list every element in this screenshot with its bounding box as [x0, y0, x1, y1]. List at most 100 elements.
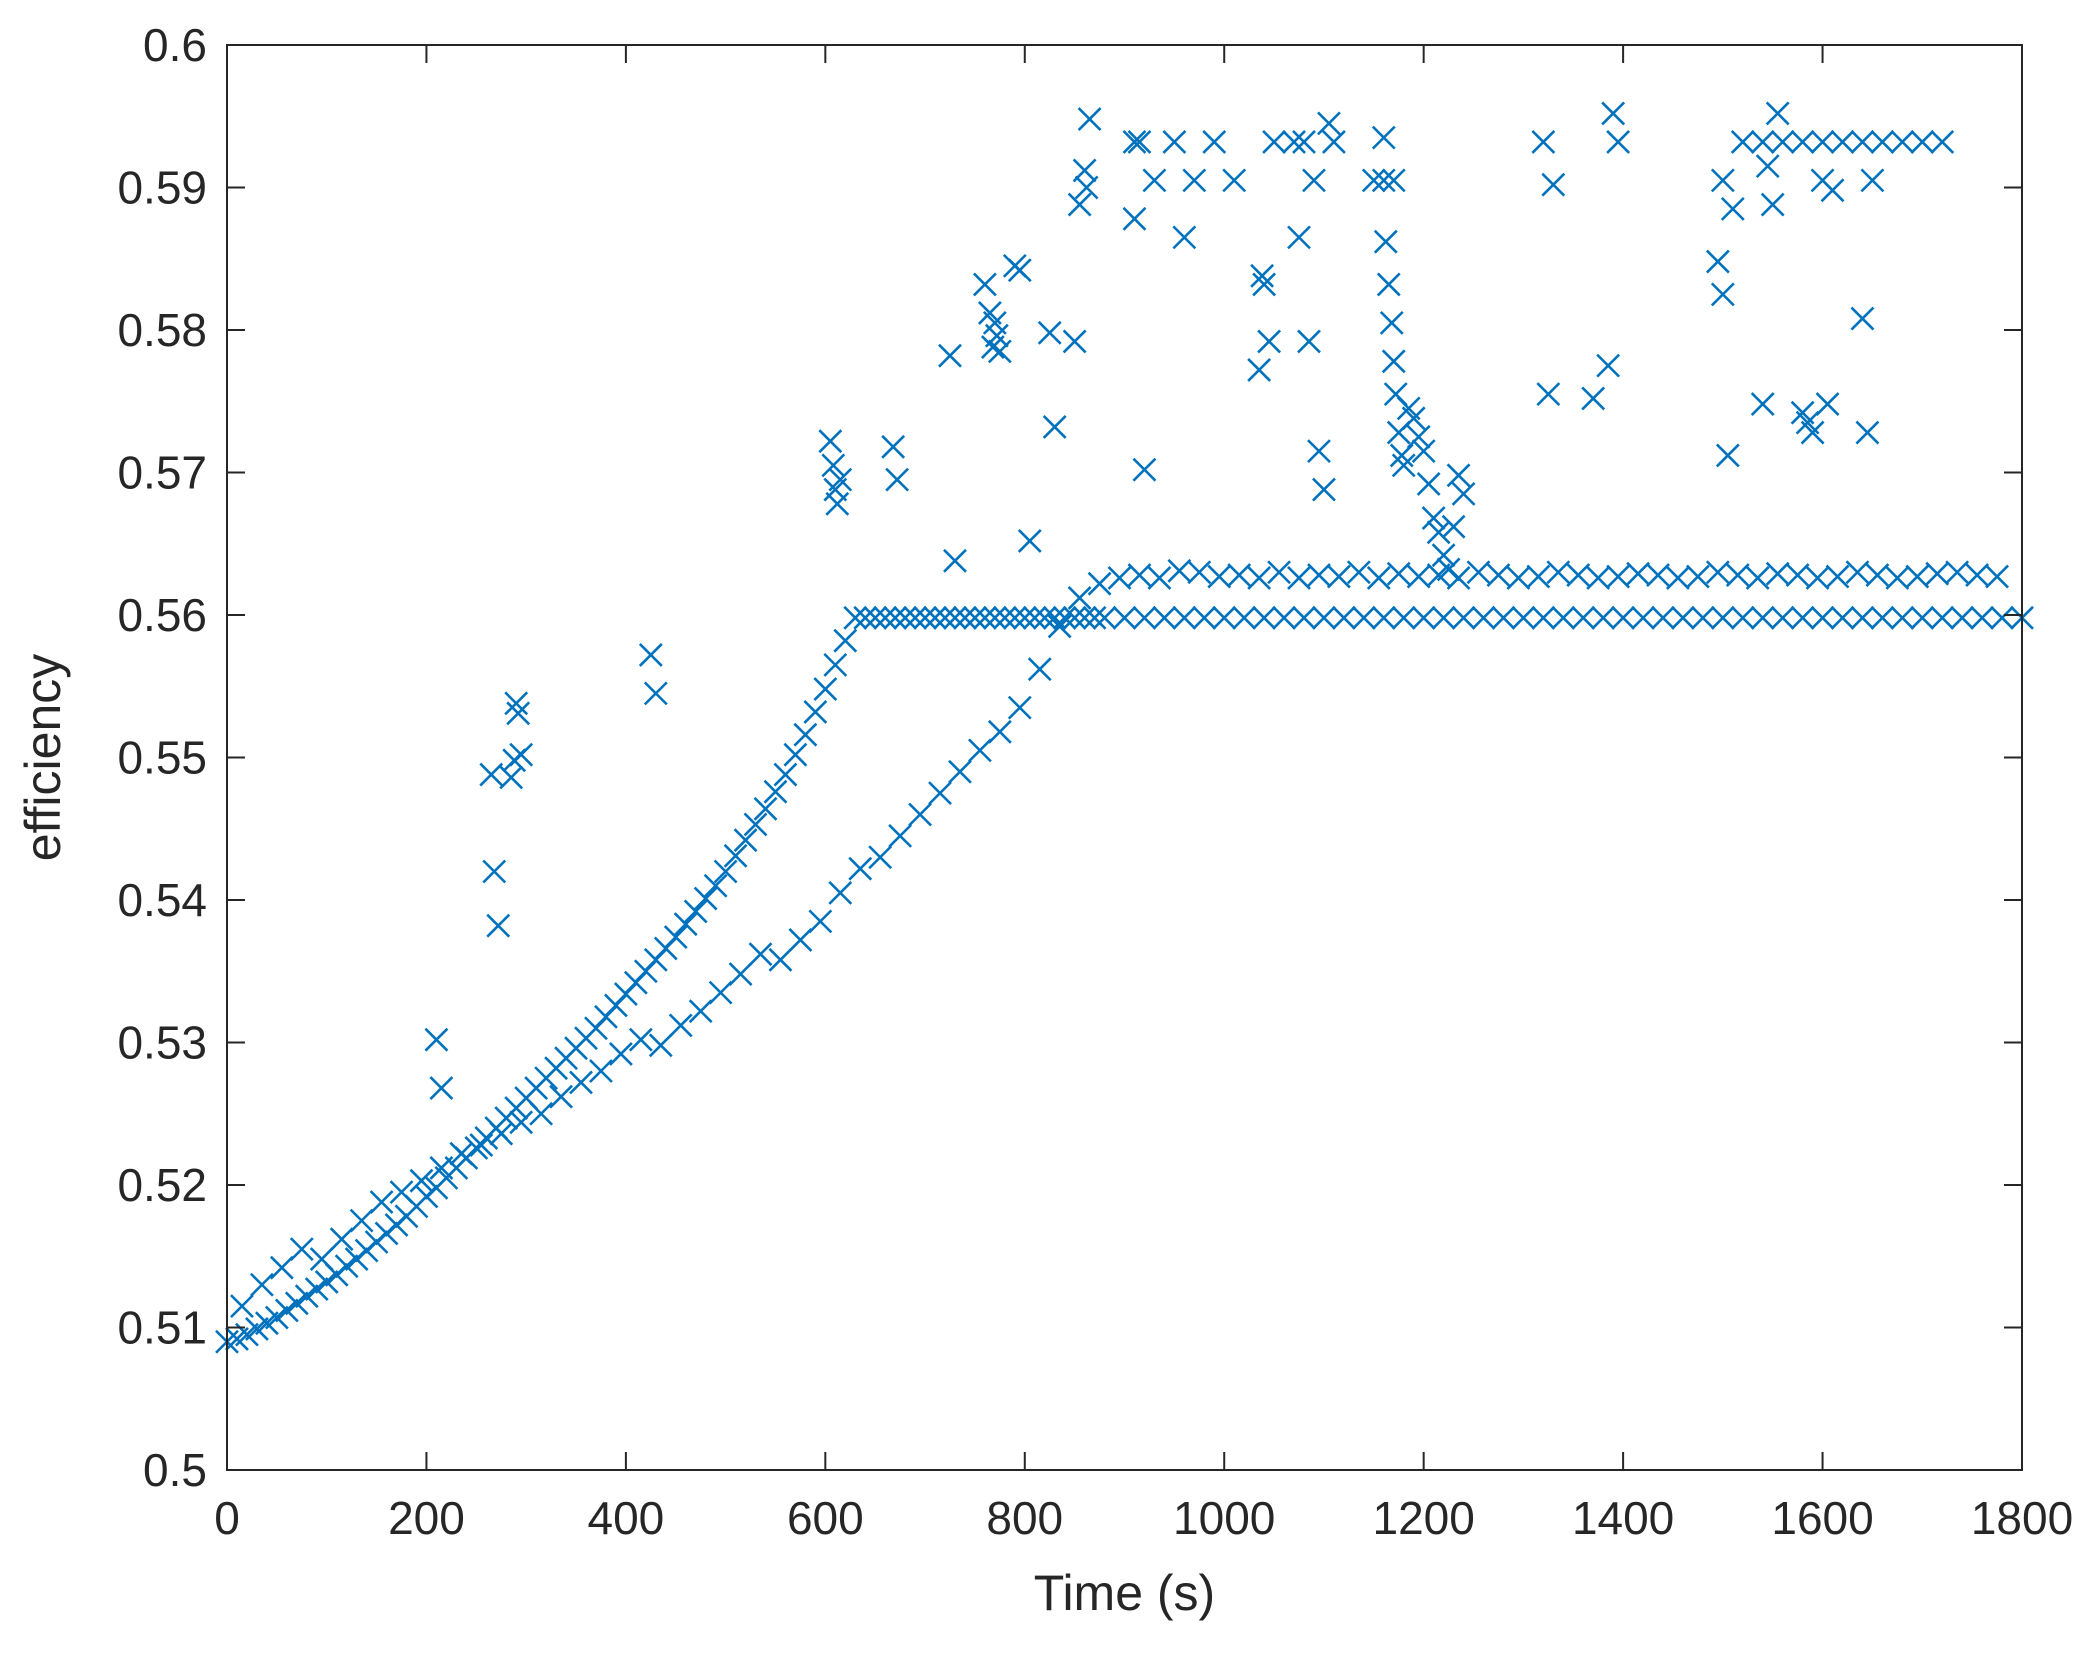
data-point — [1227, 563, 1252, 588]
data-point — [1426, 520, 1451, 545]
data-point — [1850, 605, 1875, 630]
data-point — [723, 843, 748, 868]
data-point — [1262, 129, 1286, 154]
data-point — [1322, 129, 1346, 154]
data-point — [1810, 129, 1835, 154]
data-point — [489, 1121, 514, 1146]
data-point — [788, 927, 813, 952]
data-point — [506, 701, 531, 726]
data-point — [938, 343, 962, 368]
data-point — [1471, 605, 1496, 630]
data-point — [638, 642, 663, 667]
data-point — [1830, 129, 1855, 154]
data-point — [948, 759, 972, 784]
data-point — [1317, 111, 1341, 136]
data-point — [913, 605, 937, 630]
data-point — [1526, 564, 1551, 589]
data-point — [1651, 605, 1675, 630]
data-point — [1815, 392, 1840, 417]
data-point — [1122, 206, 1147, 231]
data-point — [885, 467, 910, 492]
data-point — [482, 859, 507, 884]
data-point — [1207, 564, 1232, 589]
data-point — [1860, 168, 1885, 193]
data-point — [1122, 129, 1147, 154]
data-point — [230, 1294, 254, 1319]
data-point — [264, 1305, 289, 1330]
y-tick-label: 0.53 — [117, 1017, 207, 1069]
data-point — [863, 605, 888, 630]
data-point — [1850, 306, 1875, 331]
data-point — [928, 781, 952, 806]
data-point — [1007, 258, 1032, 283]
data-point — [1292, 129, 1316, 154]
data-point — [873, 605, 898, 630]
data-point — [1715, 443, 1740, 468]
data-point — [1601, 101, 1626, 126]
data-point — [304, 1277, 329, 1301]
data-point — [1985, 564, 2009, 589]
data-point — [1326, 564, 1351, 589]
data-point — [1945, 560, 1970, 585]
data-point — [1431, 605, 1456, 630]
x-tick-label: 800 — [986, 1492, 1063, 1544]
data-point — [1376, 272, 1401, 297]
data-point — [1785, 563, 1810, 588]
data-point — [1566, 563, 1591, 588]
data-point — [1725, 563, 1750, 588]
data-point — [818, 429, 843, 454]
data-point — [1287, 566, 1311, 590]
data-point — [808, 909, 833, 934]
data-point — [1307, 439, 1331, 464]
data-point — [389, 1180, 414, 1205]
data-point — [1755, 154, 1780, 179]
data-point — [1252, 272, 1277, 297]
data-point — [1626, 561, 1650, 586]
data-point — [1511, 605, 1536, 630]
data-point — [1312, 477, 1336, 502]
scatter-markers — [215, 101, 2034, 1354]
data-point — [1247, 566, 1272, 590]
data-point — [1047, 614, 1072, 639]
data-point — [1074, 175, 1099, 200]
data-point — [1990, 605, 2014, 630]
data-point — [1371, 125, 1396, 150]
data-point — [987, 339, 1012, 364]
data-point — [853, 605, 878, 630]
data-point — [1531, 605, 1556, 630]
data-point — [1282, 129, 1306, 154]
data-point — [1092, 605, 1117, 630]
data-point — [509, 1110, 534, 1135]
data-point — [1820, 178, 1845, 203]
data-point — [1371, 168, 1396, 193]
data-point — [1012, 605, 1037, 630]
data-point — [1147, 566, 1172, 590]
data-point — [883, 605, 908, 630]
axis-ticks — [226, 44, 2023, 1471]
data-point — [549, 1084, 573, 1109]
data-point — [1007, 695, 1032, 720]
data-point — [703, 873, 728, 898]
data-point — [1666, 566, 1690, 590]
data-point — [673, 912, 698, 937]
data-point — [813, 677, 838, 702]
data-point — [1366, 566, 1391, 590]
data-point — [429, 1155, 454, 1180]
data-point — [529, 1101, 554, 1126]
data-point — [893, 605, 918, 630]
data-point — [743, 812, 768, 837]
data-point — [1381, 349, 1406, 374]
data-point — [1142, 168, 1167, 193]
data-point — [848, 856, 873, 881]
data-point — [748, 942, 773, 967]
data-point — [1541, 172, 1566, 197]
data-point — [1710, 282, 1735, 307]
data-point — [1386, 561, 1411, 586]
data-point — [504, 691, 529, 716]
data-point — [1132, 605, 1157, 630]
data-point — [1765, 101, 1790, 126]
data-point — [1077, 107, 1102, 132]
data-point — [1312, 605, 1336, 630]
data-point — [1905, 564, 1930, 589]
data-point — [1167, 558, 1192, 583]
